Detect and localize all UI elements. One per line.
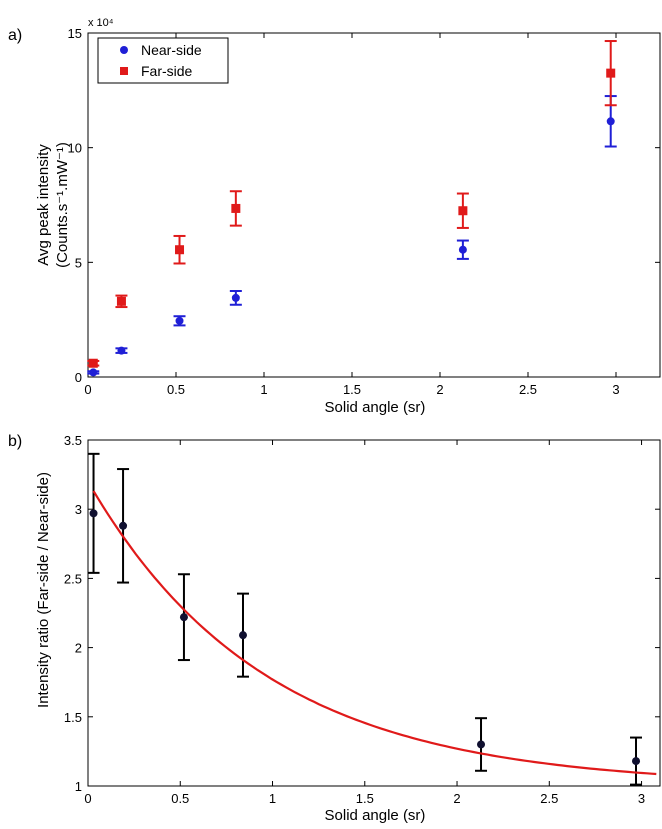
far-side-point <box>175 245 185 255</box>
panel-b-x-tick-label: 0.5 <box>171 791 189 806</box>
panel-b-xlabel: Solid angle (sr) <box>325 807 426 824</box>
near-side-point <box>175 316 184 325</box>
far-side-point <box>88 358 98 368</box>
legend-far-side-marker <box>120 67 128 75</box>
panel-b-marks <box>87 452 657 786</box>
panel-a-marks <box>87 40 617 377</box>
legend-near-side-marker <box>120 46 128 54</box>
legend-box <box>97 37 229 84</box>
panel-a-chart: a) x 10⁴ Avg peak intensity (Counts.s⁻¹.… <box>8 17 661 416</box>
panel-a-x-tick-label: 1 <box>260 382 267 397</box>
panel-b-x-tick-label: 3 <box>638 791 645 806</box>
panel-a-y-tick-label: 5 <box>75 255 82 270</box>
panel-a-ylabel-line1: Avg peak intensity <box>35 144 52 266</box>
near-side-point <box>458 245 467 254</box>
ratio-point <box>89 509 98 518</box>
panel-b-plot-frame <box>87 439 661 787</box>
panel-b-x-tick-label: 2 <box>453 791 460 806</box>
panel-a-x-tick-label: 2.5 <box>519 382 537 397</box>
panel-b-y-tick-label: 1.5 <box>64 710 82 725</box>
panel-a-ylabel-line2: (Counts.s⁻¹.mW⁻¹) <box>54 142 71 268</box>
panel-b-ticks: 0 0.5 1 1.5 2 2.5 3 1 1.5 2 2.5 3 3.5 <box>64 433 660 806</box>
near-side-point <box>89 368 98 377</box>
panel-b-x-tick-label: 2.5 <box>540 791 558 806</box>
panel-a-x-tick-label: 0 <box>84 382 91 397</box>
far-side-point <box>606 68 616 78</box>
panel-a-label: a) <box>8 27 22 44</box>
legend-far-side-label: Far-side <box>141 63 193 79</box>
far-side-point <box>458 206 468 216</box>
panel-b-y-tick-label: 3 <box>75 502 82 517</box>
ratio-point <box>119 521 128 530</box>
panel-a-xlabel: Solid angle (sr) <box>325 399 426 416</box>
panel-a-x-tick-label: 3 <box>612 382 619 397</box>
panel-a-y-axis-title: Avg peak intensity (Counts.s⁻¹.mW⁻¹) <box>35 142 71 268</box>
near-side-point <box>117 346 126 355</box>
panel-b-label: b) <box>8 433 22 450</box>
panel-b-y-axis-title: Intensity ratio (Far-side / Near-side) <box>35 472 52 708</box>
panel-b-y-tick-label: 2.5 <box>64 571 82 586</box>
panel-a-plot-frame <box>87 32 661 378</box>
ratio-point <box>477 740 486 749</box>
panel-a-y-multiplier: x 10⁴ <box>88 17 114 29</box>
panel-a-x-tick-label: 0.5 <box>167 382 185 397</box>
near-side-point <box>606 117 615 126</box>
panel-b-ylabel: Intensity ratio (Far-side / Near-side) <box>35 472 52 708</box>
ratio-point <box>238 631 247 640</box>
legend-near-side-label: Near-side <box>141 42 202 58</box>
far-side-point <box>116 296 126 306</box>
panel-b-x-tick-label: 0 <box>84 791 91 806</box>
ratio-point <box>179 613 188 622</box>
panel-a-legend: Near-side Far-side <box>97 37 229 84</box>
panel-b-x-tick-label: 1.5 <box>356 791 374 806</box>
fit-curve-line <box>92 490 657 776</box>
panel-b-chart: b) Intensity ratio (Far-side / Near-side… <box>8 433 661 824</box>
panel-a-x-tick-label: 2 <box>436 382 443 397</box>
panel-b-x-tick-label: 1 <box>269 791 276 806</box>
panel-a-x-tick-label: 1.5 <box>343 382 361 397</box>
panel-a-y-tick-label: 15 <box>68 26 82 41</box>
ratio-point <box>632 757 641 766</box>
panel-a-y-tick-label: 10 <box>68 141 82 156</box>
far-side-point <box>231 203 241 213</box>
panel-b-y-tick-label: 1 <box>75 779 82 794</box>
panel-a-y-tick-label: 0 <box>75 370 82 385</box>
panel-b-y-tick-label: 3.5 <box>64 433 82 448</box>
panel-a-ticks: 0 0.5 1 1.5 2 2.5 3 0 5 10 15 <box>68 26 660 397</box>
panel-b-y-tick-label: 2 <box>75 641 82 656</box>
near-side-point <box>231 293 240 302</box>
